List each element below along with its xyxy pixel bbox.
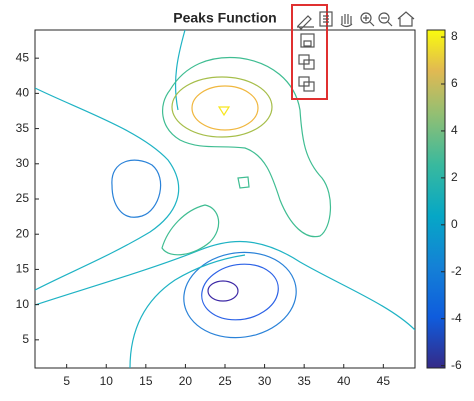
axes-box bbox=[34, 29, 416, 369]
colorbar-tick-label: -2 bbox=[451, 264, 462, 278]
contour-line bbox=[162, 56, 332, 238]
save-icon[interactable] bbox=[300, 33, 315, 48]
y-tick-label: 15 bbox=[16, 262, 30, 276]
x-tick-label: 15 bbox=[139, 374, 153, 388]
contour-line bbox=[171, 76, 273, 138]
y-tick-label: 20 bbox=[16, 226, 30, 240]
y-tick-label: 40 bbox=[16, 86, 30, 100]
y-tick-label: 10 bbox=[16, 297, 30, 311]
y-tick-label: 45 bbox=[16, 50, 30, 64]
copy-vector-icon[interactable] bbox=[298, 76, 315, 92]
export-icon[interactable] bbox=[297, 15, 314, 30]
colorbar-tick-label: 6 bbox=[451, 76, 458, 90]
x-tick-label: 35 bbox=[297, 374, 311, 388]
x-tick-label: 25 bbox=[218, 374, 232, 388]
colorbar-tick-label: -6 bbox=[451, 358, 462, 372]
contour-line bbox=[183, 251, 297, 339]
x-tick-label: 5 bbox=[63, 374, 70, 388]
x-tick-label: 10 bbox=[100, 374, 114, 388]
toolbar bbox=[291, 4, 415, 100]
contour-line bbox=[111, 159, 162, 218]
contour-line bbox=[35, 87, 180, 291]
colorbar bbox=[426, 29, 446, 369]
home-icon[interactable] bbox=[397, 11, 415, 27]
contour-line bbox=[201, 263, 279, 321]
pan-icon[interactable] bbox=[340, 14, 353, 28]
contour-line bbox=[174, 30, 186, 111]
colorbar-tick-label: 0 bbox=[451, 217, 458, 231]
zoom-in-icon[interactable] bbox=[360, 12, 375, 27]
y-tick-label: 30 bbox=[16, 156, 30, 170]
x-tick-label: 45 bbox=[377, 374, 391, 388]
x-tick-label: 30 bbox=[258, 374, 272, 388]
x-tick-label: 40 bbox=[337, 374, 351, 388]
data-tips-icon[interactable] bbox=[319, 11, 333, 27]
highlight-box bbox=[291, 4, 328, 100]
contour-line bbox=[35, 240, 415, 331]
colorbar-tick-label: 4 bbox=[451, 123, 458, 137]
y-tick-label: 35 bbox=[16, 121, 30, 135]
contour-line bbox=[129, 254, 246, 368]
contour-line bbox=[237, 176, 250, 189]
y-tick-label: 25 bbox=[16, 191, 30, 205]
copy-image-icon[interactable] bbox=[298, 54, 315, 70]
contour-line bbox=[191, 85, 259, 131]
contour-line bbox=[207, 280, 239, 302]
contour-group bbox=[35, 30, 415, 368]
colorbar-tick-label: -4 bbox=[451, 311, 462, 325]
chart-title: Peaks Function bbox=[173, 10, 276, 26]
contour-line bbox=[217, 106, 231, 117]
zoom-out-icon[interactable] bbox=[378, 12, 393, 27]
y-tick-label: 5 bbox=[22, 332, 29, 346]
colorbar-tick-label: 8 bbox=[451, 29, 458, 43]
contour-line bbox=[161, 204, 220, 256]
x-tick-label: 20 bbox=[179, 374, 193, 388]
colorbar-tick-label: 2 bbox=[451, 170, 458, 184]
